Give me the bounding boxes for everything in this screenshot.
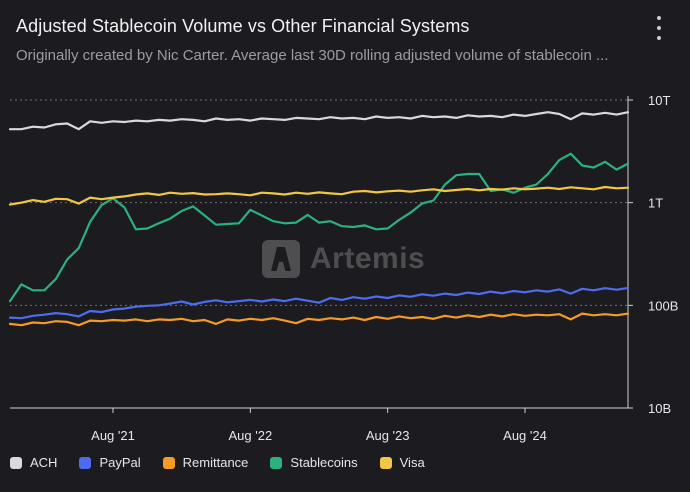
chart-title: Adjusted Stablecoin Volume vs Other Fina…: [16, 16, 470, 36]
remittance-swatch: [162, 456, 175, 469]
visa-swatch: [379, 456, 392, 469]
more-options-icon[interactable]: [654, 16, 664, 40]
legend-label-paypal: PayPal: [99, 455, 141, 470]
series-line-stablecoins: [8, 152, 630, 303]
legend: ACH PayPal Remittance Stablecoins Visa: [10, 455, 447, 470]
series-line-paypal: [8, 286, 630, 320]
legend-label-remittance: Remittance: [182, 455, 249, 470]
series-line-ach: [8, 111, 630, 131]
legend-label-stablecoins: Stablecoins: [290, 455, 358, 470]
legend-item-paypal[interactable]: PayPal: [79, 455, 141, 470]
artemis-logo-icon: [262, 240, 300, 278]
line-chart: 10B 100B 1T 10T Aug '21 Aug '22 Aug '23 Aug '24: [8, 93, 678, 443]
chart-subtitle: Originally created by Nic Carter. Averag…: [16, 47, 609, 64]
y-tick-label: 100B: [648, 298, 678, 313]
series-line-visa: [8, 185, 630, 206]
x-tick-label: Aug '23: [366, 428, 410, 443]
y-tick-label: 10T: [648, 93, 670, 108]
y-tick-label: 1T: [648, 196, 663, 211]
legend-item-visa[interactable]: Visa: [379, 455, 425, 470]
x-tick-label: Aug '24: [503, 428, 547, 443]
ach-swatch: [10, 456, 22, 469]
legend-item-stablecoins[interactable]: Stablecoins: [270, 455, 358, 470]
watermark-text: Artemis: [310, 242, 426, 275]
series-line-remittance: [8, 312, 630, 327]
paypal-swatch: [79, 456, 92, 469]
stablecoins-swatch: [270, 456, 283, 469]
legend-item-remittance[interactable]: Remittance: [162, 455, 249, 470]
artemis-watermark: Artemis: [262, 240, 425, 278]
legend-label-ach: ACH: [30, 455, 58, 470]
legend-item-ach[interactable]: ACH: [10, 455, 57, 470]
x-tick-label: Aug '22: [228, 428, 272, 443]
legend-label-visa: Visa: [399, 455, 425, 470]
y-tick-label: 10B: [648, 401, 671, 416]
x-tick-label: Aug '21: [91, 428, 135, 443]
